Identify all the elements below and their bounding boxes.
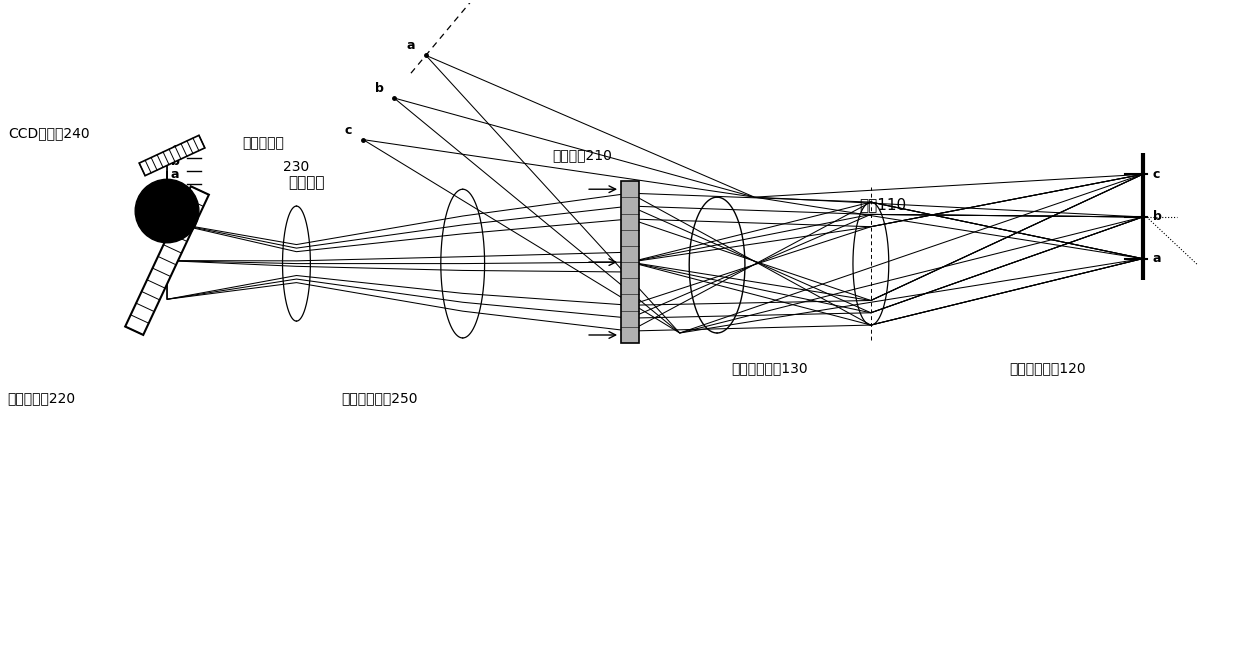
Text: a: a — [171, 168, 180, 181]
Text: CCD传感器240: CCD传感器240 — [7, 127, 89, 141]
Polygon shape — [139, 136, 204, 176]
Text: 第二中继透镜250: 第二中继透镜250 — [341, 391, 418, 405]
Text: 衍射光栏210: 衍射光栏210 — [553, 148, 612, 162]
Text: c: c — [1152, 168, 1160, 181]
Polygon shape — [125, 186, 209, 335]
Bar — [621, 181, 639, 343]
Text: 230: 230 — [284, 160, 310, 174]
Text: 空间光调制器120: 空间光调制器120 — [1010, 361, 1087, 375]
Circle shape — [135, 179, 199, 242]
Text: b: b — [374, 82, 384, 95]
Text: b: b — [171, 156, 180, 168]
Text: c: c — [344, 124, 352, 137]
Text: 带通滤波片: 带通滤波片 — [243, 136, 285, 150]
Text: a: a — [1152, 252, 1161, 265]
Text: 目镜110: 目镜110 — [859, 197, 906, 212]
Text: 第一中继透镜130: 第一中继透镜130 — [731, 361, 808, 375]
Text: b: b — [1152, 210, 1161, 224]
Text: 成像场景: 成像场景 — [289, 175, 325, 190]
Text: c: c — [171, 142, 178, 156]
Text: 光谱调制器220: 光谱调制器220 — [7, 391, 76, 405]
Text: a: a — [406, 39, 415, 52]
